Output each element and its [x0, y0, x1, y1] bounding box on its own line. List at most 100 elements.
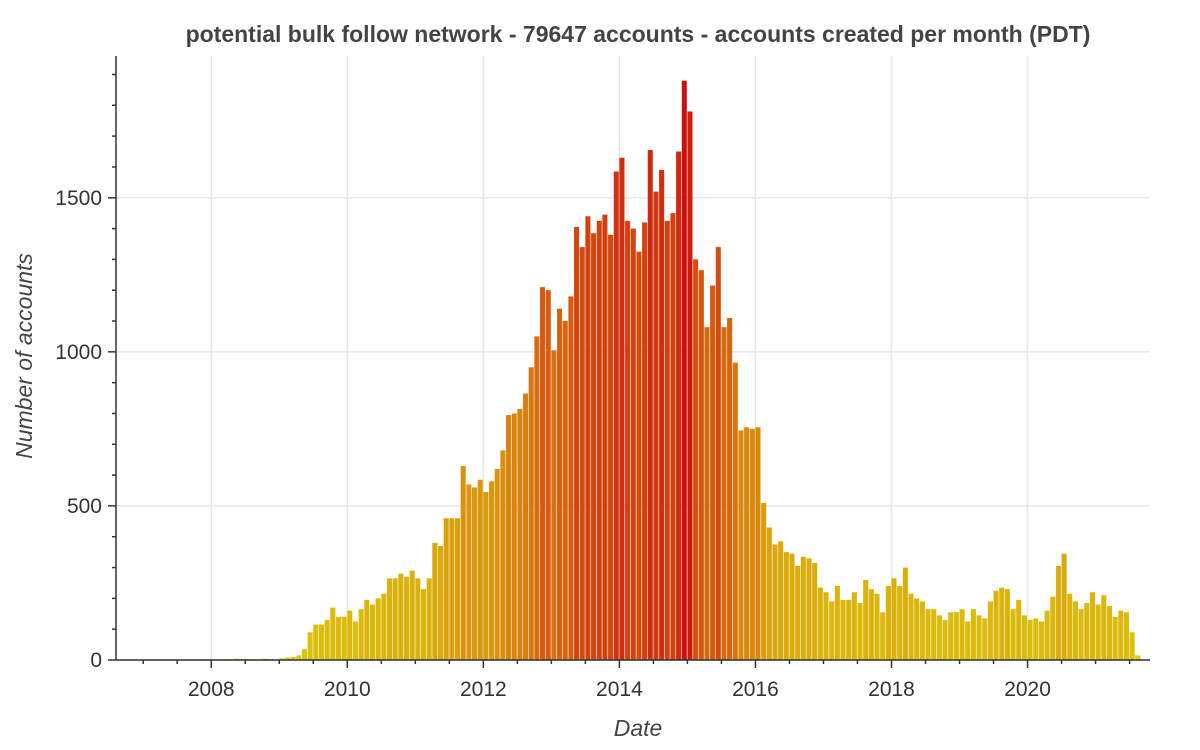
bar: [846, 599, 852, 660]
bar: [1106, 606, 1112, 660]
bar: [528, 367, 534, 660]
x-tick-label: 2010: [324, 678, 371, 701]
x-tick-label: 2018: [868, 678, 915, 701]
bar: [307, 632, 313, 660]
bar: [596, 220, 602, 660]
bar: [426, 578, 432, 660]
bar: [279, 658, 285, 660]
bar: [953, 612, 959, 660]
bar: [778, 541, 784, 660]
bar: [670, 213, 676, 660]
bar: [772, 544, 778, 660]
bar: [1027, 619, 1033, 660]
bar: [727, 317, 733, 660]
bar: [653, 191, 659, 660]
bar: [987, 601, 993, 660]
bar: [347, 610, 353, 660]
bar: [851, 592, 857, 660]
x-tick-label: 2016: [732, 678, 779, 701]
bar: [579, 247, 585, 660]
bar: [636, 251, 642, 661]
bar: [783, 552, 789, 660]
bar: [755, 427, 761, 660]
bar: [477, 479, 483, 660]
x-tick-label: 2008: [188, 678, 235, 701]
bar: [534, 336, 540, 660]
bar: [352, 621, 359, 660]
bar: [1078, 609, 1084, 660]
x-axis-label: Date: [614, 715, 663, 741]
bar: [749, 428, 755, 660]
bar: [364, 599, 370, 660]
bar: [284, 657, 291, 660]
bar: [1010, 609, 1016, 660]
y-tick-label: 1500: [55, 187, 102, 210]
bar: [840, 599, 846, 660]
bar: [829, 601, 835, 660]
bar: [897, 586, 903, 660]
bar: [574, 227, 580, 660]
bar: [1072, 601, 1078, 660]
bar: [324, 619, 330, 660]
bar: [863, 579, 869, 660]
bar: [290, 656, 296, 660]
bar: [437, 545, 444, 660]
bar: [449, 518, 455, 660]
bar: [738, 430, 744, 660]
bar: [982, 618, 988, 660]
bar: [959, 609, 965, 660]
bar: [1038, 621, 1044, 660]
x-tick-label: 2014: [596, 678, 643, 701]
bar: [721, 327, 727, 660]
bar: [545, 290, 551, 660]
tick-labels: 2008 2010 2012 2014 2016 2018 2020 0 500 1000 1500: [55, 187, 1051, 701]
x-tick-label: 2012: [460, 678, 507, 701]
bar: [647, 149, 653, 660]
bar: [625, 220, 631, 660]
axes: [108, 56, 1150, 668]
bar: [993, 590, 999, 660]
bar: [511, 413, 517, 660]
bar: [970, 609, 976, 660]
bar: [761, 502, 767, 660]
bar: [1112, 616, 1118, 660]
bar: [664, 220, 670, 660]
bars-group: [199, 80, 1141, 661]
bar: [936, 615, 942, 660]
bar: [318, 624, 325, 660]
bar: [335, 616, 342, 660]
bar: [880, 612, 886, 660]
bar: [806, 558, 812, 660]
bar: [369, 604, 376, 660]
y-tick-label: 500: [67, 495, 102, 518]
bar: [330, 607, 336, 660]
bar: [483, 492, 489, 660]
bar: [1021, 615, 1027, 660]
bar: [1050, 596, 1056, 660]
bar: [1055, 566, 1061, 660]
bar: [1044, 610, 1050, 660]
bar: [891, 578, 897, 660]
bar: [766, 527, 772, 660]
bar: [494, 468, 500, 660]
bar: [710, 285, 716, 660]
bar: [914, 598, 920, 660]
bar: [415, 578, 421, 660]
bar: [301, 649, 308, 660]
bar: [965, 621, 971, 660]
bar: [976, 615, 982, 660]
bar: [358, 609, 364, 660]
bar: [857, 602, 863, 660]
bar: [613, 171, 619, 660]
bar: [868, 589, 874, 660]
bar: [341, 616, 347, 660]
chart-title: potential bulk follow network - 79647 ac…: [186, 21, 1091, 47]
bar: [460, 465, 466, 660]
bar: [472, 487, 478, 660]
bar: [568, 296, 574, 660]
bar: [698, 270, 704, 660]
bar: [602, 214, 608, 660]
bar: [466, 484, 472, 660]
x-tick-label: 2020: [1004, 678, 1051, 701]
